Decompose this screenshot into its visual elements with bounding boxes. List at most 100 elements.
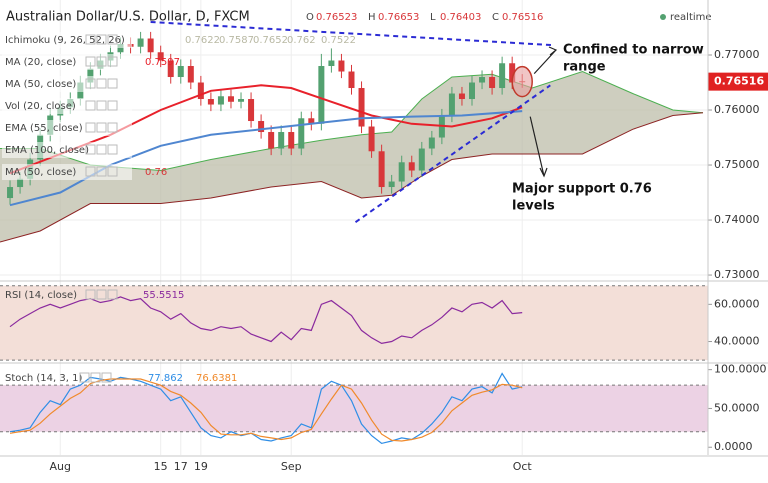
legend-icon	[107, 56, 118, 67]
candle-body	[187, 66, 194, 83]
candle-body	[489, 77, 496, 89]
legend-icon	[96, 78, 107, 89]
ohlc-value: 0.76403	[440, 12, 481, 23]
candle-body	[368, 126, 375, 152]
x-tick-label: 17	[174, 460, 188, 473]
cloud-lower-edge	[0, 112, 704, 243]
trend-line	[354, 84, 551, 224]
annotation-arrow	[529, 116, 548, 178]
legend-icon	[85, 56, 96, 67]
legend-icon	[85, 34, 96, 45]
y-tick-label: 0.74000	[714, 213, 760, 226]
candle-body	[308, 118, 315, 124]
legend-icon	[107, 100, 118, 111]
indicator-value: 77.862	[148, 373, 183, 384]
candle-body	[418, 148, 425, 171]
candle-body	[358, 88, 365, 127]
candle-body	[499, 63, 506, 89]
legend-icon	[96, 56, 107, 67]
candle-body	[348, 71, 355, 89]
y-tick-label: 100.0000	[714, 363, 767, 376]
legend-icon	[85, 78, 96, 89]
indicator-title: RSI (14, close)	[5, 290, 77, 301]
y-tick-label: 60.0000	[714, 297, 760, 310]
candle-body	[318, 66, 325, 124]
trend-line	[150, 21, 553, 47]
legend-value: 0.7587	[219, 35, 254, 46]
candle-body	[147, 38, 154, 53]
candle-body	[157, 52, 164, 61]
ichimoku-cloud	[0, 71, 703, 242]
x-tick-label: 15	[154, 460, 168, 473]
indicator-value: 55.5515	[143, 290, 184, 301]
legend-label: Ichimoku (9, 26, 52, 26)	[5, 35, 125, 46]
annotation-text: Major support 0.76	[512, 182, 652, 197]
indicator-title: Stoch (14, 3, 1)	[5, 373, 82, 384]
candle-body	[197, 82, 204, 100]
ohlc-key: L	[430, 12, 436, 23]
legend-icon	[107, 289, 118, 300]
ohlc-value: 0.76516	[502, 12, 543, 23]
legend-icon	[85, 100, 96, 111]
legend-icon	[96, 166, 107, 177]
status-dot	[660, 14, 666, 20]
legend-icon	[107, 78, 118, 89]
candle-body	[469, 82, 475, 100]
ohlc-value: 0.76523	[316, 12, 357, 23]
legend-label: MA (50, close)	[5, 79, 76, 90]
candle-body	[177, 66, 184, 78]
ohlc-value: 0.76653	[378, 12, 419, 23]
legend-icon	[107, 122, 118, 133]
legend-label: EMA (55, close)	[5, 123, 83, 134]
candle-body	[7, 187, 14, 199]
legend-icon	[107, 34, 118, 45]
candle-body	[227, 96, 234, 102]
legend-icon	[85, 289, 96, 300]
candle-body	[248, 99, 255, 122]
legend-label: MA (20, close)	[5, 57, 76, 68]
candle-body	[298, 118, 305, 149]
candle-body	[378, 151, 385, 188]
legend-icon	[85, 144, 96, 155]
candle-body	[428, 137, 435, 149]
legend-value: 0.7522	[321, 35, 356, 46]
legend-icon	[85, 122, 96, 133]
candle-body	[288, 132, 295, 149]
y-tick-label: 0.75000	[714, 158, 760, 171]
ohlc-key: O	[306, 12, 314, 23]
y-tick-label: 0.76000	[714, 103, 760, 116]
annotation-text: Confined to narrow	[563, 43, 704, 58]
annotation-text: range	[563, 60, 606, 75]
candle-body	[17, 178, 24, 188]
legend-label: Vol (20, close)	[5, 101, 76, 112]
indicator-line	[9, 296, 523, 345]
y-tick-label: 0.77000	[714, 48, 760, 61]
candle-body	[408, 162, 415, 171]
legend-icon	[96, 122, 107, 133]
candle-body	[338, 60, 345, 72]
legend-value: 0.7652	[253, 35, 288, 46]
legend-icon	[107, 144, 118, 155]
candle-body	[479, 77, 486, 83]
candle-body	[458, 93, 465, 100]
legend-value: 0.7622	[185, 35, 220, 46]
y-tick-label: 0.73000	[714, 268, 760, 281]
candle-body	[238, 99, 245, 102]
legend-icon	[85, 166, 96, 177]
price-tag-label: 0.76516	[714, 75, 764, 88]
legend-icon	[96, 289, 107, 300]
candle-body	[167, 60, 174, 78]
x-tick-label: Aug	[50, 460, 71, 473]
status-label: realtime	[670, 12, 712, 23]
highlight-ellipse	[511, 65, 533, 98]
legend-icon	[101, 372, 112, 383]
candle-body	[268, 132, 275, 149]
candle-body	[328, 60, 335, 67]
indicator-value: 76.6381	[196, 373, 237, 384]
x-tick-label: Oct	[513, 460, 533, 473]
legend-icon	[96, 100, 107, 111]
annotation-arrow	[533, 46, 558, 75]
candle-body	[448, 93, 455, 116]
y-tick-label: 40.0000	[714, 335, 760, 348]
legend-value: 0.76	[145, 167, 167, 178]
